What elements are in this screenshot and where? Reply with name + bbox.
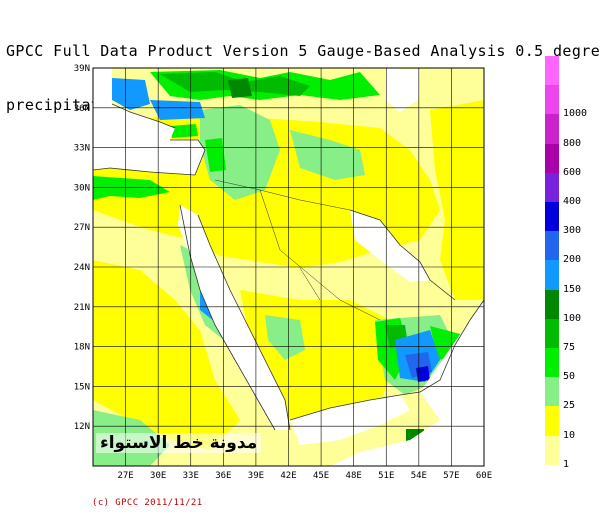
coastlines xyxy=(93,103,484,431)
legend-label: 600 xyxy=(563,166,582,178)
legend-swatch xyxy=(545,231,559,261)
legend-swatch xyxy=(545,114,559,144)
legend-label: 25 xyxy=(563,400,576,412)
lightgreen-region-asir xyxy=(265,315,305,360)
watermark-text: مدونة خط الاستواء xyxy=(96,433,262,453)
lon-tick-label: 57E xyxy=(443,471,459,481)
lightgreen-region-levant xyxy=(200,105,280,200)
lon-tick-label: 60E xyxy=(476,471,492,481)
lon-tick-label: 39E xyxy=(248,471,264,481)
coastline-red-sea-east xyxy=(197,214,291,431)
legend-label: 800 xyxy=(563,137,582,149)
legend-swatch xyxy=(545,172,559,202)
legend-label: 75 xyxy=(563,342,576,353)
lat-tick-label: 24N xyxy=(74,263,90,273)
lon-tick-label: 51E xyxy=(378,471,394,481)
border-lines xyxy=(214,179,381,321)
legend-label: 400 xyxy=(563,196,582,207)
lat-tick-label: 21N xyxy=(74,303,90,313)
lat-tick-label: 36N xyxy=(74,104,90,114)
legend-label: 100 xyxy=(563,312,582,324)
lat-tick-label: 12N xyxy=(74,422,90,432)
copyright-credit: (c) GPCC 2011/11/21 xyxy=(92,498,203,508)
longitude-labels: 27E 30E 33E 36E 39E 42E 45E 48E 51E 54E 57E 60E xyxy=(117,471,492,481)
persian-gulf xyxy=(350,210,430,282)
color-legend: 1000 800 600 400 300 200 150 100 75 50 25 10 1 xyxy=(545,56,600,516)
lon-tick-label: 45E xyxy=(313,471,329,481)
gulf-of-aden xyxy=(290,395,410,445)
lightgreen-region-iraq xyxy=(290,130,365,180)
legend-swatch xyxy=(545,143,559,173)
lon-tick-label: 30E xyxy=(150,471,166,481)
legend-swatch xyxy=(545,377,559,407)
legend-label: 150 xyxy=(563,283,582,295)
lat-tick-label: 33N xyxy=(74,144,90,154)
lon-tick-label: 33E xyxy=(183,471,199,481)
legend-label: 1 xyxy=(563,458,570,470)
legend-swatch xyxy=(545,85,559,115)
yellow-region-west xyxy=(93,260,240,450)
green-region-cyprus xyxy=(170,124,198,138)
green-region-egypt-coast xyxy=(93,176,170,200)
legend-swatch xyxy=(545,348,559,378)
lon-tick-label: 36E xyxy=(215,471,231,481)
darkgreen-region-syria xyxy=(228,78,252,98)
lat-tick-label: 15N xyxy=(74,382,90,392)
lat-tick-label: 39N xyxy=(74,64,90,74)
lon-tick-label: 54E xyxy=(411,471,427,481)
lat-tick-label: 27N xyxy=(74,223,90,233)
lat-tick-label: 30N xyxy=(74,183,90,193)
legend-swatch xyxy=(545,435,559,465)
legend-swatch xyxy=(545,289,559,319)
lon-tick-label: 27E xyxy=(117,471,133,481)
legend-swatch xyxy=(545,56,559,86)
legend-swatch xyxy=(545,202,559,232)
coastline-arabia-south xyxy=(289,299,484,421)
latitude-labels: 39N 36N 33N 30N 27N 24N 21N 18N 15N 12N xyxy=(74,64,90,432)
green-region-lebanon xyxy=(205,138,226,172)
peak-region-yemen xyxy=(416,366,430,382)
legend-label: 1000 xyxy=(563,108,588,120)
legend-swatch xyxy=(545,260,559,290)
red-sea xyxy=(178,205,290,430)
legend-label: 50 xyxy=(563,371,576,383)
title-line-1: GPCC Full Data Product Version 5 Gauge-B… xyxy=(6,42,600,60)
mediterranean-sea xyxy=(93,68,205,175)
yellow-region-east xyxy=(430,100,484,300)
coastline-gulf xyxy=(349,209,456,301)
lon-tick-label: 42E xyxy=(280,471,296,481)
legend-swatch xyxy=(545,318,559,348)
lat-tick-label: 18N xyxy=(74,343,90,353)
plot-frame xyxy=(92,67,485,467)
legend-label: 200 xyxy=(563,254,582,266)
lon-tick-label: 48E xyxy=(346,471,362,481)
legend-swatch xyxy=(545,406,559,436)
legend-label: 300 xyxy=(563,225,582,237)
coastline-red-sea-west xyxy=(179,204,276,431)
blue-region-turkey-west xyxy=(112,78,150,110)
arabian-sea xyxy=(330,300,484,466)
caspian-sea xyxy=(385,68,420,112)
legend-label: 10 xyxy=(563,429,576,441)
blue-region-turkey-south xyxy=(150,100,205,120)
